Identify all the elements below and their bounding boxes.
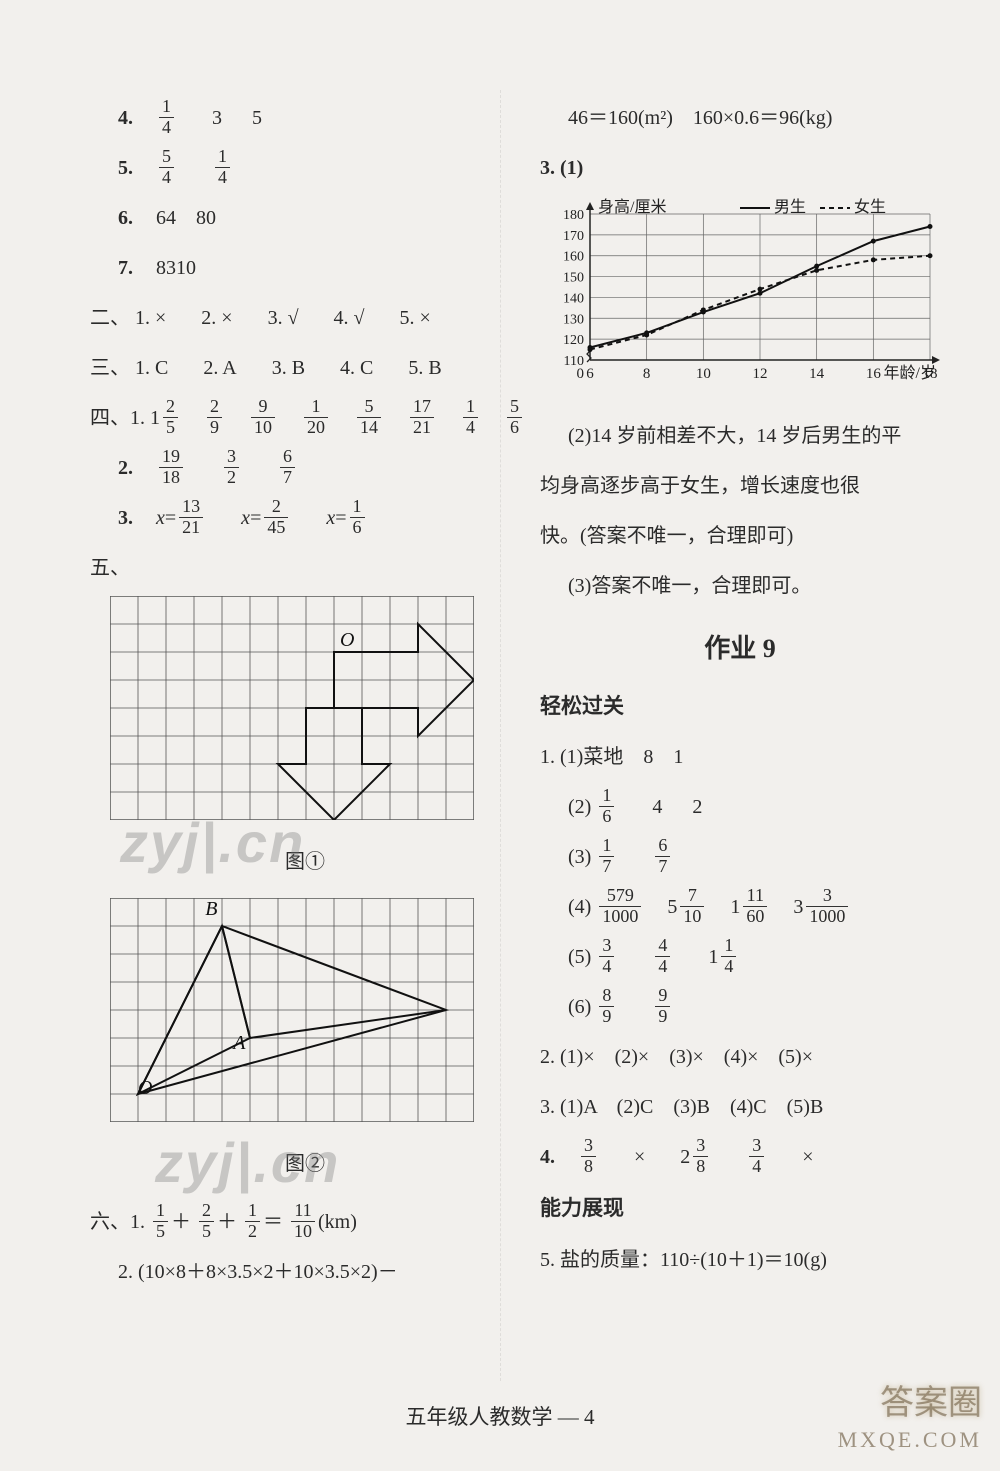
desc-2c: 快。(答案不唯一，合理即可) xyxy=(540,514,940,558)
q1-1: 1. (1)菜地 8 1 xyxy=(540,735,940,779)
q4: 4. 38 × 238 34 × xyxy=(540,1135,940,1179)
watermark-stamp: 答案圈 MXQE.COM xyxy=(838,1382,982,1455)
svg-text:170: 170 xyxy=(563,229,584,244)
section-2: 二、 1. × 2. × 3. √ 4. √ 5. × xyxy=(90,296,520,340)
q1-5: (5) 34 44 114 xyxy=(540,935,940,979)
svg-text:O: O xyxy=(138,1077,152,1099)
section-3: 三、 1. C 2. A 3. B 4. C 5. B xyxy=(90,346,520,390)
desc-2a: (2)14 岁前相差不大，14 岁后男生的平 xyxy=(540,414,940,458)
top-continuation: 46＝160(m²) 160×0.6＝96(kg) xyxy=(540,96,940,140)
q1-3: (3) 17 67 xyxy=(540,835,940,879)
svg-text:0: 0 xyxy=(577,366,585,382)
q1-4: (4) 5791000 5710 11160 331000 xyxy=(540,885,940,929)
svg-text:身高/厘米: 身高/厘米 xyxy=(598,198,666,216)
svg-text:6: 6 xyxy=(586,366,594,382)
item-6: 6. 64 80 xyxy=(90,196,520,240)
svg-text:年龄/岁: 年龄/岁 xyxy=(884,364,936,382)
q5: 5. 盐的质量：110÷(10＋1)＝10(g) xyxy=(540,1238,940,1282)
svg-text:160: 160 xyxy=(563,250,584,265)
figure-1-caption: 图① xyxy=(90,840,520,884)
figure-2-caption: 图② xyxy=(90,1142,520,1186)
section-4-3: 3. x=1321 x=245 x=16 xyxy=(90,496,520,540)
svg-text:120: 120 xyxy=(563,333,584,348)
ability-title: 能力展现 xyxy=(540,1185,940,1231)
svg-text:130: 130 xyxy=(563,312,584,327)
item-4: 4. 14 35 xyxy=(90,96,520,140)
desc-3: (3)答案不唯一，合理即可。 xyxy=(540,564,940,608)
section-4-2: 2. 1918 32 67 xyxy=(90,446,520,490)
svg-text:16: 16 xyxy=(866,366,882,382)
q1-2: (2) 16 42 xyxy=(540,785,940,829)
item-3-1: 3. (1) xyxy=(540,146,940,190)
figure-1: O xyxy=(110,596,520,836)
item-7: 7. 8310 xyxy=(90,246,520,290)
q2: 2. (1)× (2)× (3)× (4)× (5)× xyxy=(540,1035,940,1079)
left-column: 4. 14 35 5. 54 14 6. 64 80 7. 8310 二、 1.… xyxy=(90,90,520,1300)
q1-6: (6) 89 99 xyxy=(540,985,940,1029)
svg-text:10: 10 xyxy=(696,366,711,382)
svg-text:女生: 女生 xyxy=(854,197,886,216)
svg-text:B: B xyxy=(205,898,217,920)
svg-text:150: 150 xyxy=(563,271,584,286)
svg-text:12: 12 xyxy=(753,366,768,382)
q3: 3. (1)A (2)C (3)B (4)C (5)B xyxy=(540,1085,940,1129)
easy-title: 轻松过关 xyxy=(540,683,940,729)
svg-text:O: O xyxy=(340,629,354,651)
desc-2b: 均身高逐步高于女生，增长速度也很 xyxy=(540,464,940,508)
right-column: 46＝160(m²) 160×0.6＝96(kg) 3. (1) 6 8 10 12 1… xyxy=(540,90,940,1300)
svg-text:8: 8 xyxy=(643,366,651,382)
section-5-label: 五、 xyxy=(90,546,520,590)
svg-text:14: 14 xyxy=(809,366,825,382)
svg-text:男生: 男生 xyxy=(774,198,806,216)
svg-text:A: A xyxy=(231,1032,246,1054)
svg-text:140: 140 xyxy=(563,291,584,306)
homework-title: 作业 9 xyxy=(540,620,940,677)
section-4-1: 四、1. 125 29 910 120 514 1721 14 56 xyxy=(90,396,520,440)
section-6-2: 2. (10×8＋8×3.5×2＋10×3.5×2)－ xyxy=(90,1250,520,1294)
svg-text:180: 180 xyxy=(563,208,584,223)
section-6-1: 六、1. 15＋ 25＋ 12＝ 1110(km) xyxy=(90,1200,520,1244)
height-chart: 6810121416181101201301401501601701800身高/… xyxy=(540,196,940,402)
figure-2: O A B xyxy=(110,898,520,1138)
item-5: 5. 54 14 xyxy=(90,146,520,190)
